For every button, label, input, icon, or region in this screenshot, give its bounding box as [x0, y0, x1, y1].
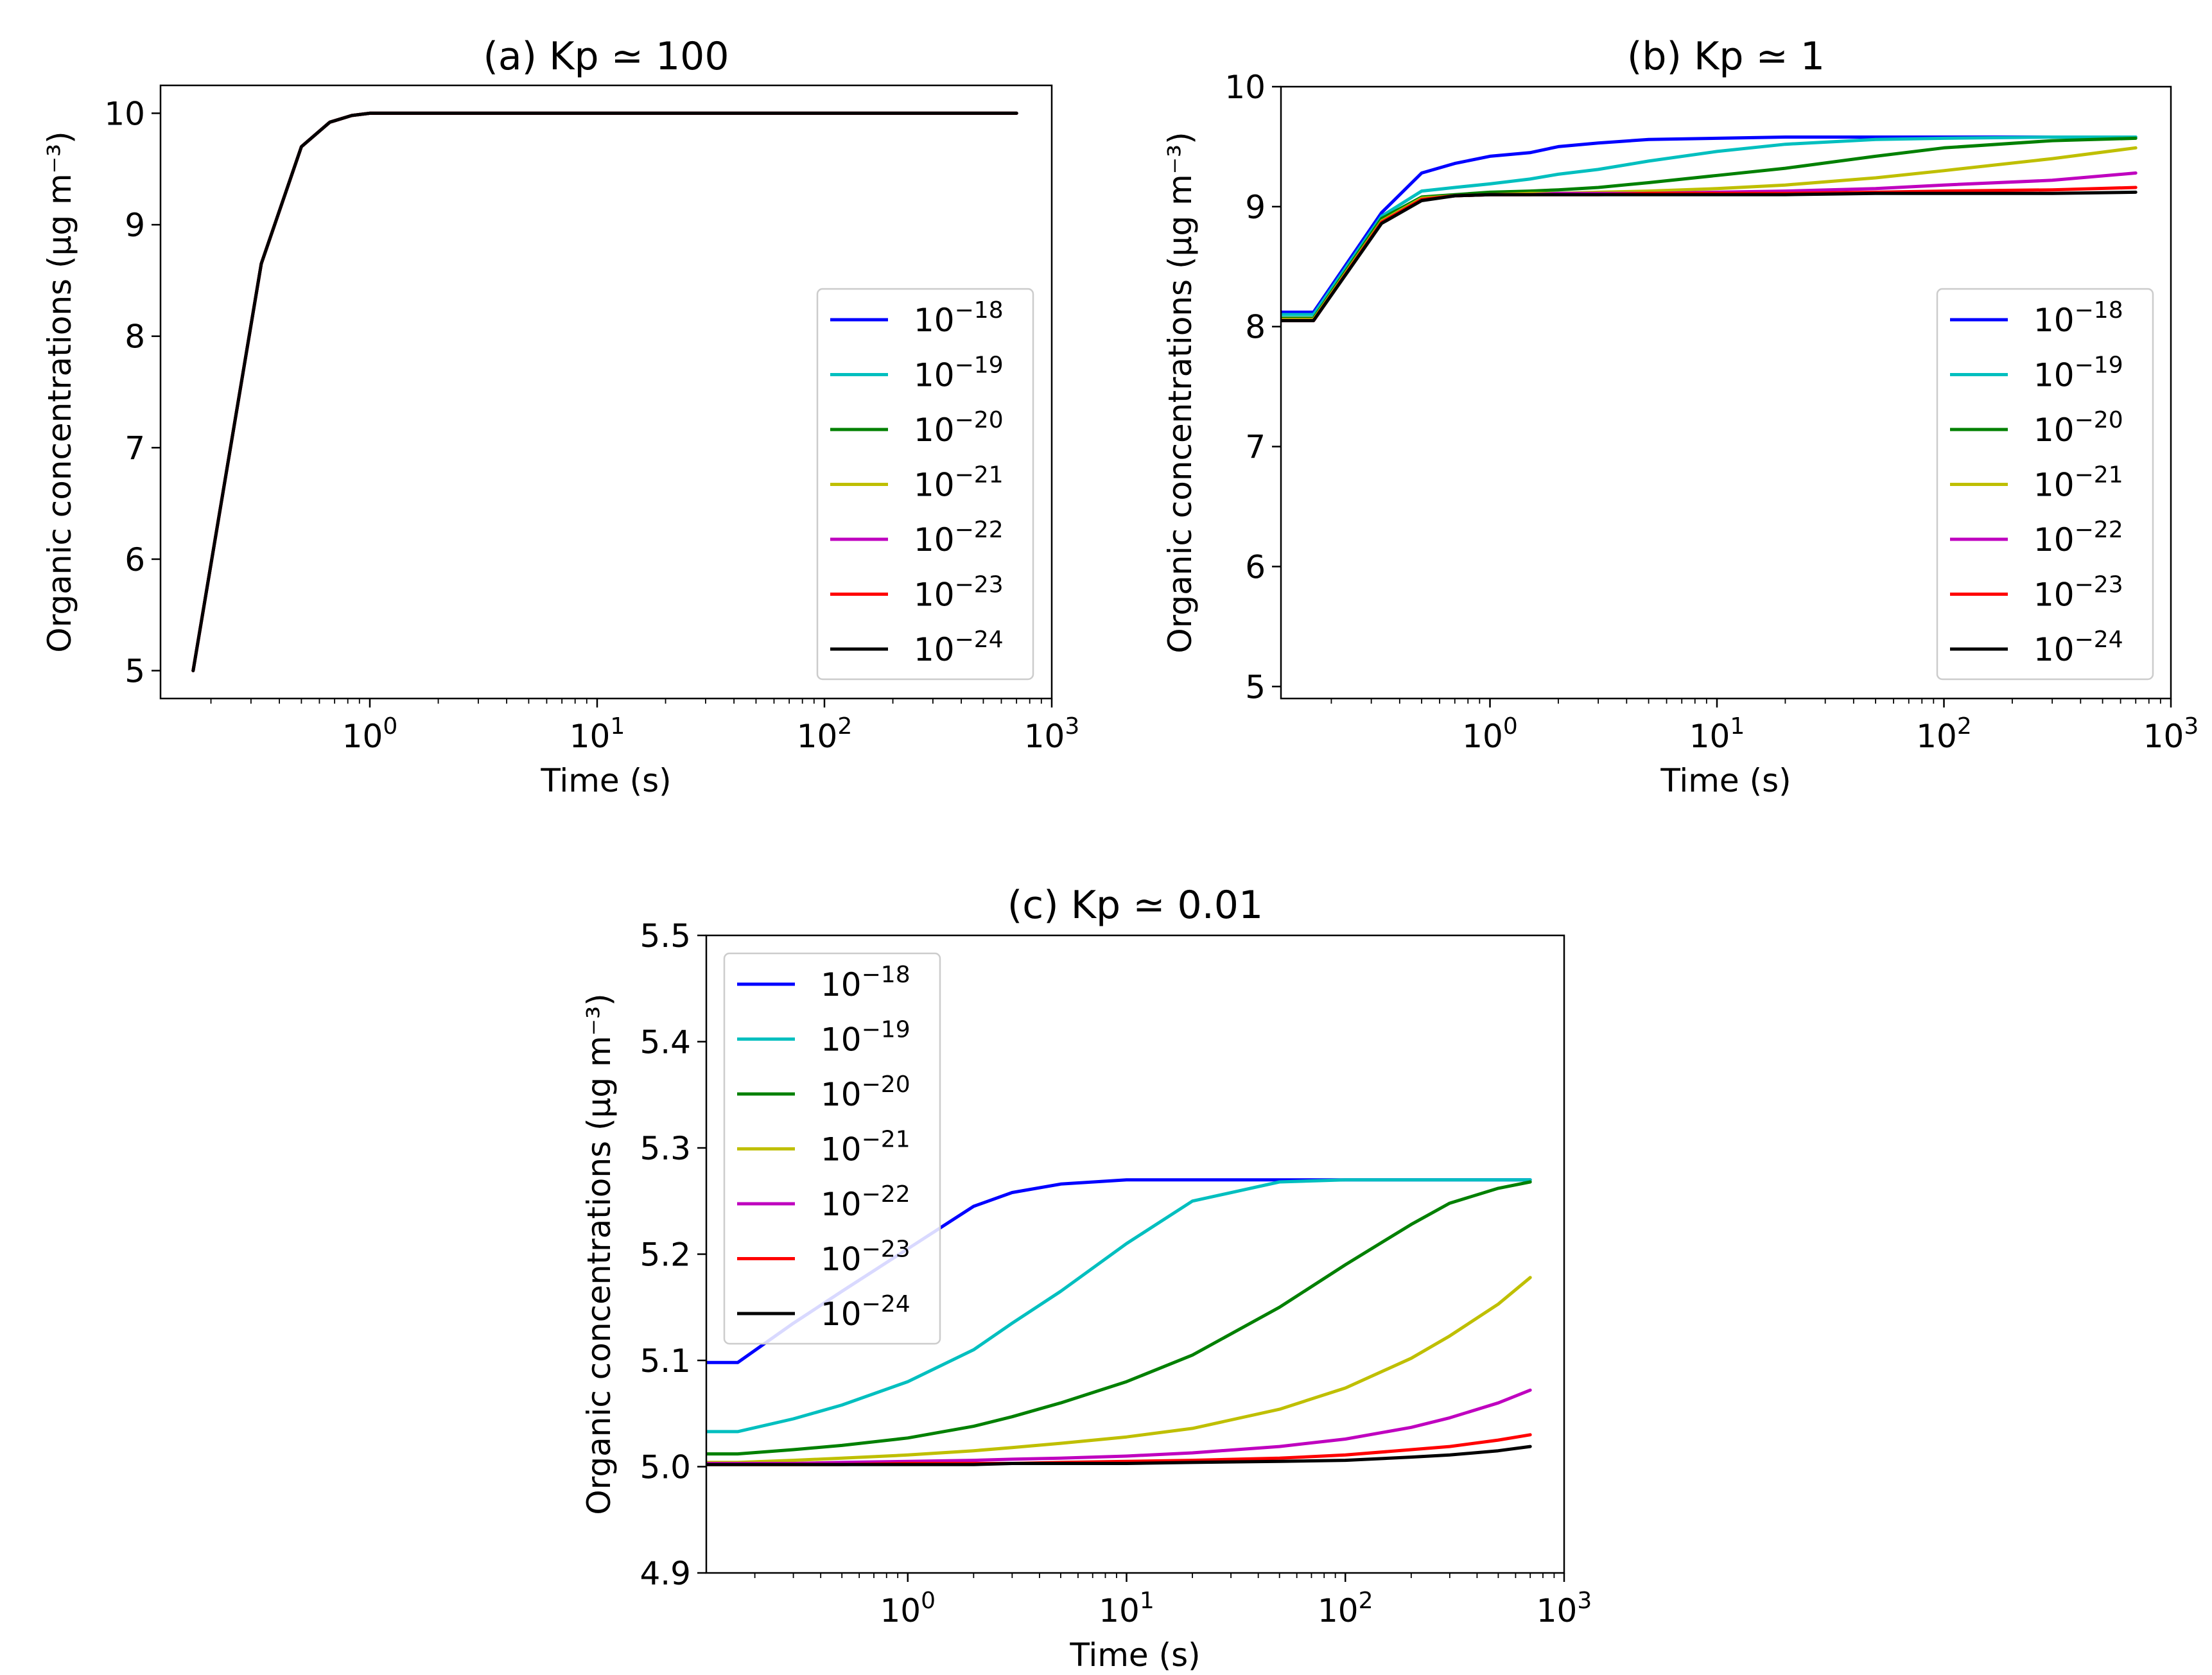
x-tick-label: 102 — [797, 713, 853, 755]
legend-label: 10−18 — [821, 962, 910, 1003]
legend-label: 10−22 — [2033, 517, 2123, 559]
y-tick-label: 5.0 — [640, 1449, 691, 1486]
legend-box — [816, 288, 1034, 681]
y-tick-label: 5.5 — [640, 917, 691, 955]
y-tick-label: 6 — [125, 541, 145, 578]
legend: 10−18 10−19 10−20 10−21 10−22 10−23 10−24 — [723, 952, 941, 1345]
legend: 10−18 10−19 10−20 10−21 10−22 10−23 10−24 — [1936, 288, 2154, 681]
y-tick-label: 9 — [125, 207, 145, 244]
y-tick-label: 10 — [1224, 69, 1266, 106]
x-tick-label: 103 — [1024, 713, 1080, 755]
chart-panel-a: (a) Kp ≃ 100 100 101 102 103 Time (s) 5 6 7 8 9 10 O… — [41, 34, 1079, 799]
series-group — [191, 111, 1018, 673]
x-axis-label: Time (s) — [1069, 1636, 1200, 1674]
x-tick-label: 100 — [880, 1588, 936, 1629]
y-tick-label: 5.1 — [640, 1342, 691, 1380]
y-axis-label: Organic concentrations (μg m⁻³) — [1162, 132, 1199, 653]
x-tick-label: 103 — [2143, 713, 2199, 755]
y-tick-label: 5.3 — [640, 1130, 691, 1167]
legend-label: 10−22 — [821, 1181, 910, 1223]
series-group — [1281, 135, 2138, 322]
plot-frame — [159, 84, 1053, 700]
legend-label: 10−23 — [914, 572, 1004, 614]
legend-label: 10−24 — [2033, 627, 2123, 668]
x-tick-label: 101 — [1099, 1588, 1154, 1629]
y-tick-label: 7 — [1245, 429, 1266, 466]
legend-label: 10−23 — [2033, 572, 2123, 614]
legend-label: 10−20 — [914, 407, 1004, 449]
x-tick-label: 100 — [1462, 713, 1518, 755]
series-line — [1281, 135, 2138, 317]
y-tick-label: 6 — [1245, 548, 1266, 586]
y-tick-label: 7 — [125, 430, 145, 467]
x-tick-label: 102 — [1318, 1588, 1373, 1629]
y-axis-label: Organic concentrations (μg m⁻³) — [580, 993, 618, 1514]
series-line — [191, 111, 1018, 673]
legend-label: 10−20 — [2033, 407, 2123, 449]
x-tick-label: 100 — [342, 713, 398, 755]
legend-box — [723, 952, 941, 1345]
legend-box — [1936, 288, 2154, 681]
series-line — [706, 1180, 1532, 1456]
chart-title: (b) Kp ≃ 1 — [1627, 34, 1825, 79]
legend-label: 10−18 — [2033, 297, 2123, 339]
x-tick-label: 102 — [1916, 713, 1972, 755]
legend: 10−18 10−19 10−20 10−21 10−22 10−23 10−24 — [816, 288, 1034, 681]
plot-frame — [1280, 85, 2172, 700]
y-axis-label: Organic concentrations (μg m⁻³) — [41, 131, 78, 652]
y-tick-label: 8 — [1245, 309, 1266, 346]
y-tick-label: 5 — [1245, 668, 1266, 706]
series-line — [1281, 135, 2138, 314]
y-tick-label: 4.9 — [640, 1555, 691, 1592]
x-axis-label: Time (s) — [1660, 762, 1791, 799]
chart-title: (a) Kp ≃ 100 — [483, 34, 729, 79]
y-tick-label: 8 — [125, 318, 145, 356]
series-line — [1281, 190, 2138, 322]
legend-label: 10−21 — [821, 1127, 910, 1168]
legend-label: 10−21 — [914, 462, 1004, 504]
legend-label: 10−20 — [821, 1072, 910, 1113]
plot-frame — [705, 934, 1565, 1574]
chart-title: (c) Kp ≃ 0.01 — [1007, 883, 1263, 928]
legend-label: 10−22 — [914, 517, 1004, 559]
x-tick-label: 101 — [1689, 713, 1745, 755]
x-axis-label: Time (s) — [540, 762, 671, 799]
y-tick-label: 5 — [125, 653, 145, 690]
y-tick-label: 5.4 — [640, 1024, 691, 1061]
y-tick-label: 5.2 — [640, 1237, 691, 1274]
chart-panel-b: (b) Kp ≃ 1 100 101 102 103 Time (s) 5 6 7 8 9 10 Org… — [1162, 34, 2199, 799]
legend-label: 10−23 — [821, 1237, 910, 1278]
x-tick-label: 103 — [1537, 1588, 1592, 1629]
chart-panel-c: (c) Kp ≃ 0.01 100 101 102 103 Time (s) 4.9 5.0 5… — [580, 883, 1592, 1674]
legend-label: 10−24 — [821, 1291, 910, 1333]
y-tick-label: 9 — [1245, 189, 1266, 226]
legend-label: 10−18 — [914, 297, 1004, 339]
series-line — [706, 1276, 1532, 1464]
legend-label: 10−21 — [2033, 462, 2123, 504]
series-line — [706, 1445, 1532, 1466]
x-tick-label: 101 — [570, 713, 625, 755]
legend-label: 10−24 — [914, 627, 1004, 668]
series-line — [706, 1388, 1532, 1465]
series-line — [706, 1178, 1532, 1434]
legend-label: 10−19 — [914, 352, 1004, 394]
legend-label: 10−19 — [2033, 352, 2123, 394]
legend-label: 10−19 — [821, 1017, 910, 1059]
y-tick-label: 10 — [104, 95, 145, 132]
